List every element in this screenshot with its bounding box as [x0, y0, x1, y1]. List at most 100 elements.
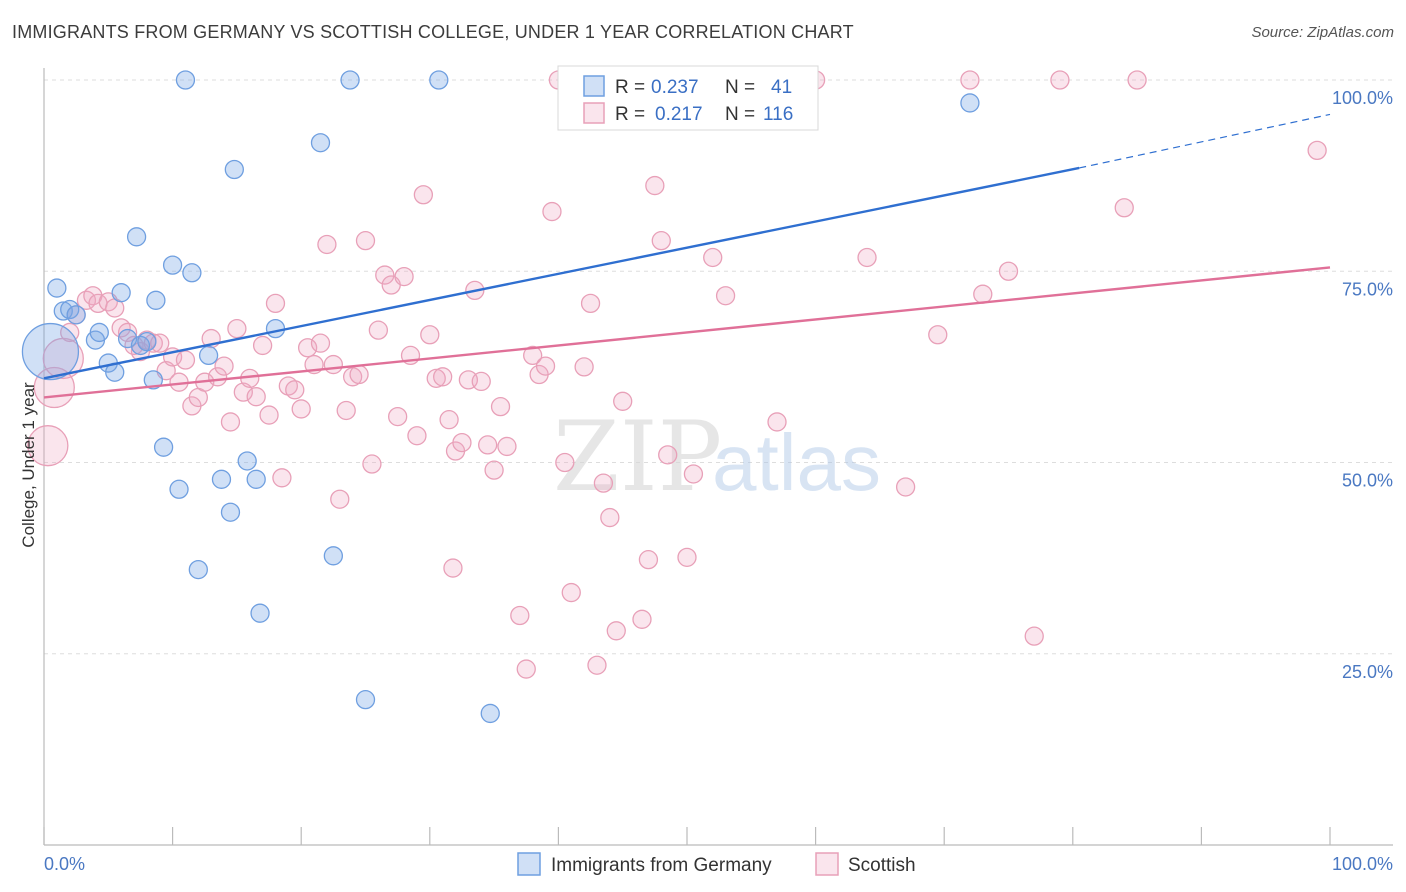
scottish-point: [606, 621, 626, 641]
scottish-point: [613, 391, 633, 411]
germany-point: [429, 70, 449, 90]
germany-point: [146, 290, 166, 310]
germany-point: [265, 318, 286, 339]
scottish-point: [767, 412, 787, 432]
scottish-point: [349, 364, 369, 385]
scottish-point: [658, 445, 678, 465]
scottish-point: [1114, 198, 1134, 218]
legend-box: R = 0.237 N = 41 R = 0.217 N = 116: [557, 65, 819, 131]
germany-point: [960, 93, 980, 113]
germany-point: [237, 451, 257, 471]
scottish-point: [471, 371, 491, 392]
germany-point: [126, 227, 147, 247]
germany-point: [169, 479, 189, 499]
germany-point: [21, 322, 80, 381]
scottish-point: [497, 436, 517, 457]
scottish-point: [252, 335, 273, 356]
scottish-point: [259, 405, 279, 425]
scottish-point: [336, 400, 356, 421]
germany-point: [188, 559, 208, 580]
germany-trend-line: [43, 166, 1080, 380]
trend-lines: [43, 113, 1331, 399]
scottish-point: [323, 354, 344, 375]
bottom-legend-swatch-germany: [517, 852, 541, 876]
scottish-point: [960, 70, 980, 90]
legend-n-germany: 41: [771, 77, 792, 98]
germany-point: [162, 255, 183, 275]
scottish-point: [593, 473, 614, 493]
scottish-point: [375, 265, 395, 285]
watermark-atlas: atlas: [712, 418, 881, 507]
scottish-point: [387, 406, 408, 427]
scottish-point: [420, 325, 440, 345]
scottish-point: [426, 368, 446, 389]
germany-point: [89, 322, 109, 343]
legend-r-label-scottish: R =: [615, 104, 645, 125]
germany-point: [137, 331, 157, 352]
scottish-point: [394, 266, 414, 287]
scottish-point: [443, 558, 463, 578]
scottish-point: [574, 357, 594, 377]
scottish-point: [677, 547, 697, 568]
scottish-trend-line: [43, 266, 1331, 399]
x-tick-label: 100.0%: [1332, 854, 1393, 874]
scottish-point: [285, 380, 305, 400]
scottish-point: [645, 175, 665, 196]
scottish-point: [651, 230, 671, 251]
tick-labels: 25.0% 50.0% 75.0% 100.0% 0.0% 100.0%: [44, 88, 1393, 874]
scottish-point: [265, 293, 286, 314]
y-tick-label: 100.0%: [1332, 88, 1393, 108]
germany-point: [340, 70, 360, 90]
scottish-point: [310, 333, 331, 353]
legend-swatch-germany: [583, 75, 605, 97]
scottish-point: [561, 582, 581, 603]
scottish-point: [272, 468, 292, 488]
scottish-point: [1050, 70, 1070, 90]
scottish-point: [227, 318, 247, 339]
scottish-point: [368, 320, 389, 340]
germany-point: [111, 283, 131, 303]
legend-n-label-germany: N =: [725, 77, 755, 98]
scottish-point: [1127, 70, 1147, 90]
scottish-point: [439, 410, 459, 430]
scottish-point: [407, 426, 427, 446]
legend-r-germany: 0.237: [651, 77, 699, 98]
x-tick-label: 0.0%: [44, 854, 85, 874]
germany-point: [246, 469, 266, 489]
legend-r-scottish: 0.217: [655, 104, 703, 125]
scottish-point: [638, 550, 659, 570]
scottish-point: [478, 435, 498, 455]
y-tick-label: 75.0%: [1342, 279, 1393, 299]
germany-point: [220, 502, 241, 522]
scottish-point: [330, 489, 350, 509]
germany-point: [153, 437, 174, 457]
germany-points: [21, 70, 980, 724]
scottish-point: [516, 659, 536, 679]
scottish-point: [928, 325, 948, 345]
gridlines: [44, 79, 1393, 655]
scottish-point: [555, 452, 575, 473]
scottish-point: [542, 201, 562, 222]
scottish-points: [27, 70, 1327, 679]
scottish-point: [1307, 140, 1327, 161]
germany-point: [143, 370, 163, 390]
germany-point: [310, 133, 331, 153]
germany-point: [211, 469, 232, 489]
germany-point: [182, 263, 202, 283]
scottish-point: [1024, 626, 1044, 646]
scottish-point: [600, 507, 620, 528]
chart-title: IMMIGRANTS FROM GERMANY VS SCOTTISH COLL…: [12, 22, 854, 42]
germany-point: [47, 278, 67, 298]
scottish-point: [433, 367, 453, 387]
scottish-point: [317, 234, 337, 255]
scottish-point: [632, 609, 652, 629]
scottish-point: [175, 350, 196, 370]
axes: [43, 68, 1393, 846]
germany-point: [198, 345, 219, 366]
scottish-point: [715, 286, 736, 306]
scottish-point: [683, 464, 704, 484]
germany-point: [175, 70, 196, 90]
germany-point: [323, 546, 344, 566]
scottish-point: [510, 605, 530, 626]
